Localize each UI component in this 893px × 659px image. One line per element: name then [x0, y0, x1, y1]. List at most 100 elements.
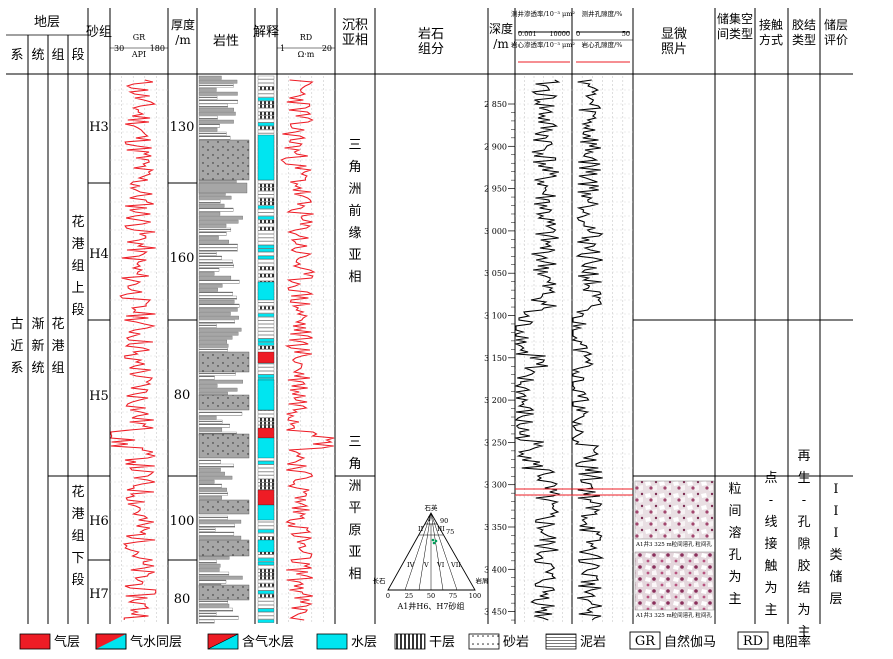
- perm-min-label: 0.001: [518, 30, 537, 38]
- header-row: 地层 系 统 组 段 砂组 GR API 30 180 厚度/m 岩性 解释 R…: [10, 9, 848, 63]
- interpretation-bed: [257, 482, 275, 486]
- interpretation-bed: [257, 367, 275, 371]
- interpretation-bed: [257, 583, 275, 587]
- lithology-bed: [198, 563, 221, 568]
- legend-label-water: 水层: [351, 635, 377, 650]
- lithology-bed: [198, 619, 215, 624]
- lithology-bed: [198, 211, 221, 216]
- por-min-label: 0: [576, 30, 580, 38]
- interpretation-bed: [257, 612, 275, 616]
- sand-group-h4: H4: [89, 247, 109, 262]
- ternary-base-0: 0: [386, 592, 390, 600]
- legend-label-rd: 电阻率: [772, 634, 811, 650]
- sand-group-h5: H5: [89, 389, 109, 404]
- depth-track: 2 850 2 900 2 950 3 000 3 050 3 100 3 150 3 200…: [484, 100, 515, 621]
- legend-swatch-gas-bearing-water: [207, 633, 239, 650]
- interpretation-bed: [257, 79, 275, 83]
- interpretation-bed: [257, 75, 275, 80]
- interpretation-bed: [257, 590, 275, 594]
- lithology-bed: [198, 247, 238, 252]
- contact-type-value: 点-线接触为主: [764, 471, 777, 618]
- lithology-bed: [198, 83, 234, 88]
- table-grid: [6, 8, 853, 624]
- interpretation-bed: [257, 194, 275, 198]
- ternary-apex-quartz: 石英: [425, 503, 439, 512]
- interpretation-bed: [257, 245, 275, 249]
- interpretation-bed: [257, 471, 275, 476]
- lithology-bed: [198, 535, 242, 540]
- interpretation-bed: [257, 101, 275, 105]
- lithology-bed: [198, 199, 221, 204]
- interpretation-bed: [257, 129, 275, 134]
- facies-lower: 三角洲平原亚相: [348, 435, 361, 582]
- lithology-bed: [198, 559, 217, 564]
- interpretation-bed: [257, 417, 275, 422]
- interpretation-bed: [257, 93, 275, 98]
- depth-label: 3 100: [484, 312, 507, 321]
- interpretation-bed: [257, 317, 275, 321]
- interpretation-bed: [257, 108, 275, 112]
- lithology-bed: [198, 307, 238, 312]
- interpretation-bed: [257, 223, 275, 227]
- interpretation-bed: [257, 468, 275, 472]
- interpretation-bed: [257, 227, 275, 231]
- lithology-bed: [198, 375, 215, 380]
- legend-label-dry: 干层: [429, 635, 455, 650]
- interpretation-bed: [257, 126, 275, 130]
- lithology-bed: [198, 291, 233, 296]
- header-lithology: 岩性: [213, 34, 239, 49]
- interpretation-zone: [257, 379, 275, 411]
- sand-group-h7: H7: [89, 587, 109, 602]
- por-max-label: 50: [622, 30, 630, 38]
- lithology-bed: [198, 615, 239, 620]
- lithology-bed: [198, 527, 216, 532]
- thickness-h6: 100: [170, 514, 195, 529]
- sandstone-bed: [198, 139, 250, 181]
- lithology-bed: [198, 87, 217, 92]
- lithology-bed: [198, 243, 238, 248]
- sandstone-bed: [198, 539, 250, 557]
- gr-unit-label: API: [131, 50, 146, 59]
- lithology-bed: [198, 523, 235, 528]
- facies-column: 三角洲前缘亚相 三角洲平原亚相: [348, 138, 361, 582]
- interpretation-bed: [257, 327, 275, 332]
- series-name: 渐新统: [31, 317, 44, 376]
- interpretation-bed: [257, 216, 275, 220]
- perm-log-label: 测井渗透率/10⁻³ μm²: [511, 9, 575, 18]
- lithology-bed: [198, 603, 230, 608]
- lithology-bed: [198, 411, 243, 416]
- interpretation-bed: [257, 122, 275, 126]
- gr-max-label: 180: [150, 44, 165, 53]
- lithology-bed: [198, 331, 239, 336]
- interpretation-bed: [257, 461, 275, 465]
- lithology-bed: [198, 295, 237, 300]
- depth-label: 3 300: [484, 481, 507, 490]
- interpretation-zone: [257, 134, 275, 181]
- interpretation-zone: [257, 437, 275, 459]
- lithology-bed: [198, 463, 234, 468]
- thickness-h7: 80: [174, 592, 191, 607]
- lithology-bed: [198, 319, 235, 324]
- lithology-bed: [198, 99, 238, 104]
- header-micro-photo: 显微照片: [661, 27, 687, 57]
- header-system: 系: [10, 48, 23, 63]
- ternary-zone-vii: VII: [450, 561, 461, 569]
- lithology-bed: [198, 567, 220, 572]
- lithology-bed: [198, 491, 228, 496]
- lithology-bed: [198, 131, 227, 136]
- interpretation-bed: [257, 342, 275, 346]
- interpretation-bed: [257, 561, 275, 566]
- header-evaluation: 储层评价: [824, 17, 848, 47]
- gr-min-label: 30: [114, 44, 124, 53]
- por-log-label: 测井孔隙度/%: [582, 9, 623, 18]
- lithology-bed: [198, 275, 232, 280]
- ternary-zone-ii: II: [418, 525, 424, 533]
- header-sand-group: 砂组: [86, 25, 112, 40]
- header-series: 统: [31, 48, 44, 63]
- lithology-bed: [198, 299, 235, 304]
- sandstone-bed: [198, 433, 250, 459]
- lithology-bed: [198, 235, 219, 240]
- ternary-left-feldspar: 长石: [373, 576, 387, 585]
- lithology-bed: [198, 347, 228, 352]
- ternary-diagram: 石英 长石 岩屑 90 75 I II III IV V VI VII 0 25…: [373, 503, 489, 611]
